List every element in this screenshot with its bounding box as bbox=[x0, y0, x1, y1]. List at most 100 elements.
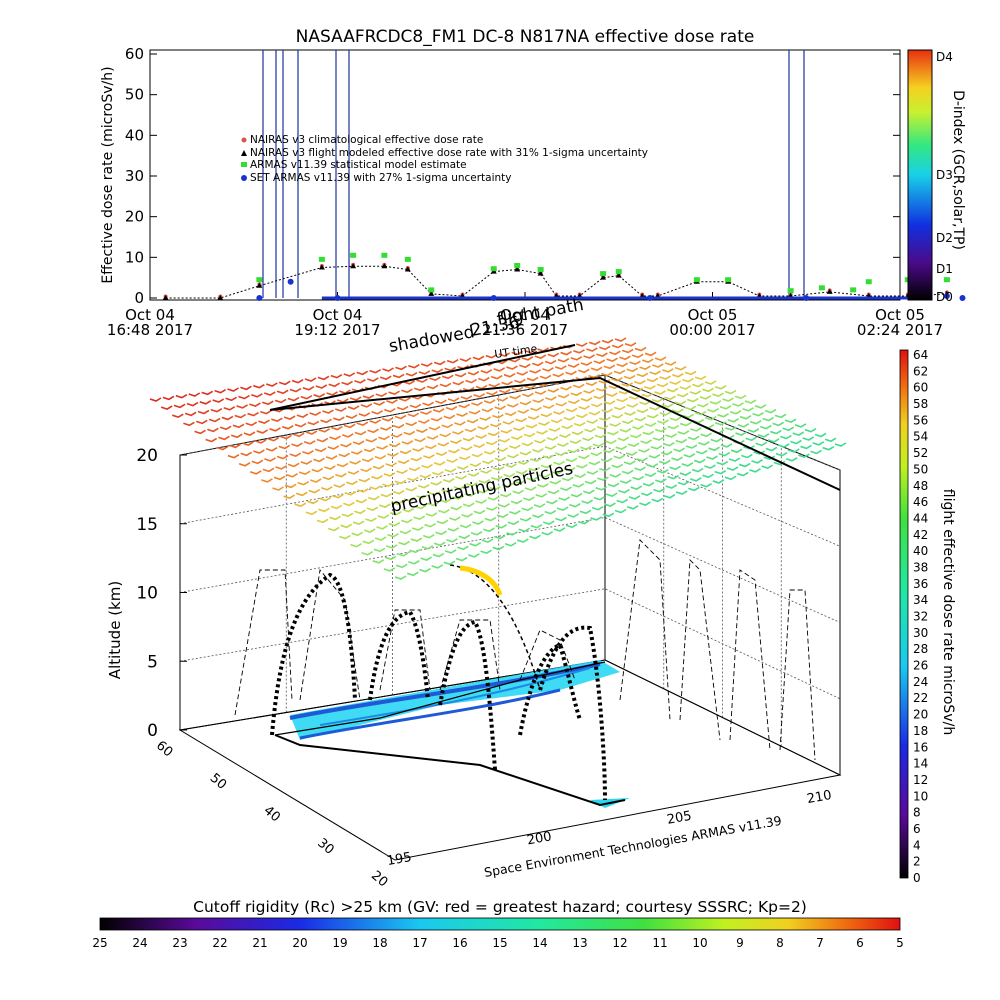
dose-mark bbox=[349, 396, 362, 401]
dose-colorbar-tick: 42 bbox=[913, 528, 928, 542]
dose-mark bbox=[369, 419, 381, 424]
dose-mark bbox=[408, 560, 420, 565]
dose-mark bbox=[462, 502, 475, 508]
dose-mark bbox=[719, 405, 732, 410]
dose-mark bbox=[429, 376, 441, 382]
dose-mark bbox=[560, 385, 572, 391]
dose-mark bbox=[690, 427, 702, 432]
dose-mark bbox=[641, 358, 654, 364]
dose-mark bbox=[263, 391, 276, 396]
armas-point bbox=[865, 279, 872, 285]
dose-mark bbox=[397, 459, 410, 465]
dose-mark bbox=[331, 425, 343, 431]
dose-mark bbox=[784, 418, 797, 424]
dose-mark bbox=[623, 460, 636, 466]
dose-mark bbox=[467, 472, 480, 477]
dose-mark bbox=[555, 451, 567, 457]
dose-mark bbox=[523, 432, 536, 438]
dose-mark bbox=[676, 392, 689, 398]
dose-mark bbox=[775, 451, 788, 457]
dose-mark bbox=[534, 390, 547, 395]
dose-mark bbox=[458, 455, 471, 461]
dose-mark bbox=[511, 386, 524, 392]
dose-mark bbox=[583, 354, 595, 359]
dose-mark bbox=[426, 384, 439, 390]
dose-mark bbox=[558, 496, 571, 501]
x-tick-label-day: Oct 04 bbox=[313, 306, 363, 324]
dose-colorbar-tick: 32 bbox=[913, 610, 928, 624]
dose-mark bbox=[631, 353, 644, 359]
dose-mark bbox=[399, 529, 412, 535]
dose-mark bbox=[634, 466, 646, 472]
dose-mark bbox=[484, 516, 497, 522]
rigidity-tick: 8 bbox=[776, 936, 784, 950]
dose-mark bbox=[478, 479, 491, 484]
dose-mark bbox=[486, 390, 498, 396]
dose-mark bbox=[625, 451, 638, 456]
dose-mark bbox=[530, 457, 542, 462]
dose-mark bbox=[469, 542, 482, 547]
dose-mark bbox=[624, 411, 636, 416]
dose-colorbar-tick: 38 bbox=[913, 560, 928, 574]
dose-mark bbox=[654, 390, 666, 395]
rigidity-tick: 12 bbox=[612, 936, 627, 950]
nairas-flight-point bbox=[514, 266, 521, 272]
dose-mark bbox=[606, 357, 618, 363]
y-tick-label: 10 bbox=[125, 248, 144, 266]
d-index-colorbar bbox=[907, 49, 933, 301]
dose-mark bbox=[344, 491, 357, 496]
dose-mark bbox=[405, 486, 418, 492]
dose-mark bbox=[450, 505, 463, 511]
dose-mark bbox=[674, 400, 687, 406]
dose-mark bbox=[466, 482, 478, 487]
dose-mark bbox=[439, 432, 452, 438]
dose-mark bbox=[382, 367, 394, 372]
dose-mark bbox=[498, 352, 511, 357]
dose-mark bbox=[418, 419, 430, 424]
armas-point bbox=[350, 252, 357, 258]
dose-mark bbox=[532, 448, 544, 453]
dose-mark bbox=[735, 431, 747, 436]
dose-mark bbox=[519, 400, 532, 406]
dose-mark bbox=[339, 534, 351, 540]
y-tick-label: 0 bbox=[134, 289, 144, 307]
dose-mark bbox=[792, 431, 805, 436]
dose-mark bbox=[492, 413, 504, 419]
dose-mark bbox=[175, 393, 188, 399]
dose-mark bbox=[391, 500, 404, 505]
dose-mark bbox=[741, 453, 753, 459]
dose-mark bbox=[730, 448, 743, 454]
dose-mark bbox=[273, 475, 286, 481]
y-tick-label: 30 bbox=[125, 167, 144, 185]
rigidity-tick: 13 bbox=[572, 936, 587, 950]
dose-mark bbox=[780, 434, 792, 440]
dose-mark bbox=[283, 494, 296, 499]
dose-mark bbox=[567, 363, 580, 368]
dose-mark bbox=[444, 549, 457, 554]
rigidity-tick: 20 bbox=[292, 936, 307, 950]
latitude-tick-label: 60 bbox=[153, 738, 175, 760]
dose-colorbar-label: flight effective dose rate microSv/h bbox=[940, 489, 956, 735]
d-index-ticks: D0 D1 D2 D3 D4 bbox=[936, 50, 953, 304]
dose-mark bbox=[609, 422, 622, 427]
nairas-flight-point bbox=[350, 263, 357, 269]
dose-mark bbox=[401, 440, 414, 445]
dose-mark bbox=[308, 488, 321, 494]
dose-mark bbox=[394, 575, 407, 580]
altitude-tick-label: 0 bbox=[147, 721, 158, 741]
dose-mark bbox=[588, 460, 601, 466]
dose-mark bbox=[194, 429, 206, 435]
dose-mark bbox=[664, 395, 677, 400]
dose-mark bbox=[464, 427, 477, 433]
dose-mark bbox=[396, 405, 409, 411]
set-armas-point bbox=[287, 278, 294, 285]
dose-colorbar-tick: 48 bbox=[913, 479, 928, 493]
dose-mark bbox=[770, 429, 782, 435]
dose-mark bbox=[542, 520, 555, 525]
dose-mark bbox=[225, 396, 237, 402]
dose-mark bbox=[362, 539, 375, 545]
dose-mark bbox=[708, 446, 720, 452]
dose-mark bbox=[532, 513, 544, 519]
dose-mark bbox=[400, 518, 413, 524]
